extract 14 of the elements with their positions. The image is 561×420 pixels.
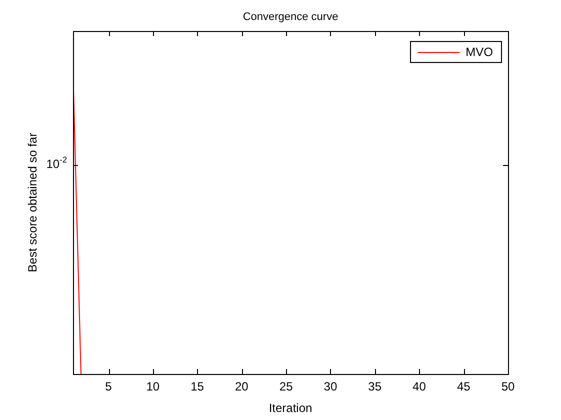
x-tick-label: 20	[234, 380, 249, 394]
legend-label: MVO	[466, 44, 494, 59]
x-tick-label: 30	[324, 380, 338, 394]
x-axis-title: Iteration	[268, 401, 312, 416]
y-axis-title: Best score obtained so far	[25, 132, 40, 272]
x-tick-label: 45	[456, 380, 471, 394]
x-tick-label: 5	[105, 380, 112, 394]
x-tick-label: 50	[501, 380, 515, 394]
chart-title: Convergence curve	[242, 11, 338, 24]
x-tick-label: 15	[190, 380, 204, 394]
x-tick-label: 10	[146, 380, 160, 394]
x-tick-label: 25	[279, 380, 294, 394]
x-tick-label: 40	[412, 380, 426, 394]
x-tick-label: 35	[368, 380, 382, 394]
